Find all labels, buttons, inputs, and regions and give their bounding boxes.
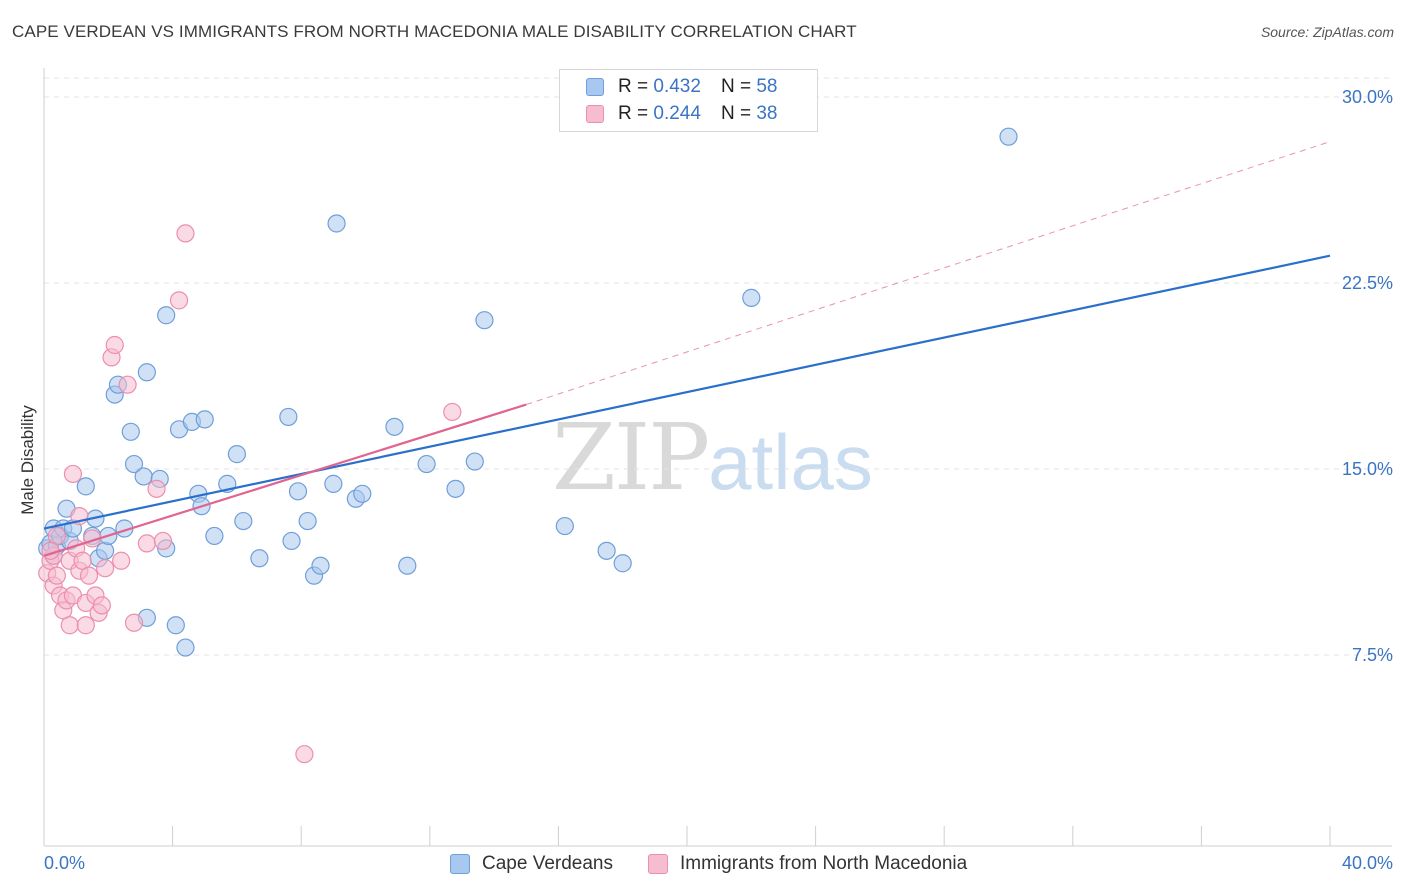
north-macedonia-point — [105, 335, 124, 355]
legend-label: Immigrants from North Macedonia — [680, 853, 968, 874]
watermark-zip: ZIP — [552, 404, 710, 511]
tick-labels: 7.5% 15.0% 22.5% 30.0% 0.0% 40.0% — [44, 87, 1393, 873]
cape-verdean-point — [446, 479, 465, 498]
cape-verdean-point — [137, 363, 156, 382]
watermark: ZIPatlas — [552, 404, 873, 511]
north-macedonia-point — [153, 531, 173, 551]
cape-verdean-point — [121, 422, 140, 441]
cape-verdean-point — [324, 474, 343, 493]
r-value: 0.432 — [653, 76, 701, 97]
cape-verdean-point — [134, 467, 153, 486]
north-macedonia-points — [38, 224, 462, 764]
north-macedonia-point — [176, 224, 195, 243]
chart-title: CAPE VERDEAN VS IMMIGRANTS FROM NORTH MA… — [12, 22, 857, 41]
cape-verdean-point — [353, 484, 372, 503]
cape-verdean-point — [475, 311, 494, 330]
n-value: 38 — [756, 103, 778, 124]
cape-verdean-point — [597, 541, 616, 560]
cape-verdeans-points — [38, 127, 1018, 657]
y-axis-label: Male Disability — [18, 405, 37, 515]
cape-verdean-point — [613, 554, 632, 573]
cape-verdean-point — [999, 127, 1018, 146]
legend-item-cape-verdeans[interactable]: Cape Verdeans — [450, 851, 613, 877]
cape-verdeans-trend-line — [43, 254, 1331, 530]
north-macedonia-point — [92, 596, 111, 615]
legend-row-cape-verdeans: R = 0.432 N = 58 — [586, 75, 777, 99]
cape-verdean-point — [124, 454, 144, 474]
legend-item-north-macedonia[interactable]: Immigrants from North Macedonia — [648, 851, 967, 877]
cape-verdean-point — [195, 410, 214, 429]
cape-verdean-point — [250, 549, 269, 568]
watermark-atlas: atlas — [708, 418, 873, 506]
cape-verdean-point — [234, 511, 253, 531]
cape-verdean-point — [385, 417, 404, 436]
n-value: 58 — [756, 76, 778, 97]
north-macedonia-point — [118, 375, 137, 394]
n-label: N = — [720, 103, 752, 124]
cape-verdean-point — [157, 306, 176, 325]
north-macedonia-trend-extension — [526, 141, 1331, 405]
cape-verdean-point — [176, 638, 195, 657]
cape-verdean-point — [166, 616, 185, 635]
north-macedonia-point — [443, 402, 462, 422]
north-macedonia-point — [124, 613, 144, 632]
trend-lines — [43, 141, 1331, 557]
cape-verdean-point — [282, 531, 301, 551]
cape-verdean-point — [465, 452, 484, 471]
north-macedonia-point — [60, 616, 79, 635]
legend-label: Cape Verdeans — [482, 853, 613, 874]
r-label: R = — [618, 103, 649, 124]
y-tick-label: 15.0% — [1342, 459, 1393, 479]
cape-verdean-point — [742, 288, 761, 307]
north-macedonia-point — [79, 566, 99, 585]
cape-verdean-point — [398, 556, 417, 575]
cape-verdean-point — [327, 214, 346, 233]
north-macedonia-point — [112, 551, 131, 570]
north-macedonia-point — [169, 291, 189, 310]
correlation-legend: R = 0.432 N = 58 R = 0.244 N = 38 — [559, 69, 818, 132]
north-macedonia-trend-line — [43, 403, 527, 557]
cape-verdean-point — [279, 407, 298, 427]
y-tick-label: 30.0% — [1342, 87, 1393, 107]
north-macedonia-point — [63, 464, 83, 484]
x-tick-label: 0.0% — [44, 853, 85, 873]
cape-verdean-point — [555, 516, 574, 536]
r-value: 0.244 — [653, 103, 701, 124]
cape-verdean-point — [76, 477, 95, 496]
pink-swatch-icon — [586, 105, 604, 123]
cape-verdean-point — [205, 526, 224, 546]
cape-verdean-point — [417, 454, 436, 474]
y-tick-label: 7.5% — [1352, 645, 1393, 665]
north-macedonia-point — [147, 479, 166, 498]
gridlines — [44, 77, 1392, 656]
n-label: N = — [720, 76, 752, 97]
cape-verdean-point — [288, 482, 308, 501]
north-macedonia-point — [47, 566, 66, 585]
north-macedonia-point — [95, 559, 115, 578]
blue-swatch-icon — [450, 854, 470, 874]
r-label: R = — [618, 76, 649, 97]
cape-verdean-point — [227, 445, 246, 464]
axes — [43, 68, 1392, 847]
north-macedonia-point — [295, 745, 314, 764]
blue-swatch-icon — [586, 78, 604, 96]
x-tick-label: 40.0% — [1342, 853, 1393, 873]
north-macedonia-point — [137, 534, 156, 553]
cape-verdean-point — [298, 511, 317, 531]
y-tick-label: 22.5% — [1342, 273, 1393, 293]
north-macedonia-point — [76, 616, 95, 635]
pink-swatch-icon — [648, 854, 668, 874]
cape-verdean-point — [95, 541, 115, 560]
source-label: Source: ZipAtlas.com — [1260, 24, 1394, 40]
legend-row-north-macedonia: R = 0.244 N = 38 — [586, 102, 777, 126]
cape-verdean-point — [311, 556, 330, 575]
